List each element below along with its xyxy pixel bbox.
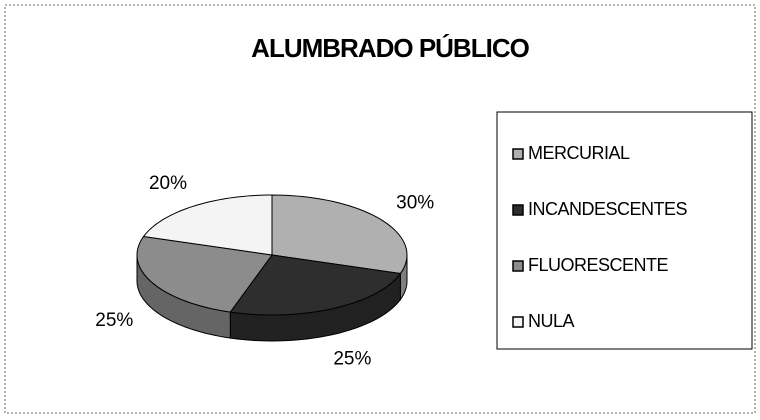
data-label: 25%: [95, 310, 133, 331]
data-label: 30%: [396, 192, 434, 213]
data-label: 25%: [333, 348, 371, 369]
slice: [136, 235, 273, 313]
legend-box: [496, 111, 753, 350]
legend-swatch: [512, 204, 524, 216]
slice: [229, 254, 402, 316]
legend-label: INCANDESCENTES: [528, 199, 688, 219]
legend-swatch: [512, 316, 524, 328]
legend-label: NULA: [528, 311, 575, 331]
legend-label: FLUORESCENTE: [528, 255, 669, 275]
legend-swatch: [512, 260, 524, 272]
data-label: 20%: [149, 173, 187, 194]
chart-title: ALUMBRADO PÚBLICO: [251, 33, 529, 63]
slice: [142, 194, 273, 256]
legend-swatch: [512, 148, 524, 160]
legend-label: MERCURIAL: [528, 143, 630, 163]
slice: [271, 194, 408, 275]
